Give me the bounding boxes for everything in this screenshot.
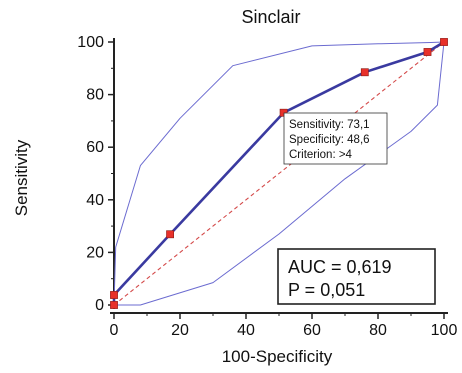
ci-lower-line	[114, 41, 445, 306]
x-tick-label: 20	[171, 322, 189, 339]
y-tick-label: 40	[86, 192, 104, 209]
y-tick-label: 20	[86, 244, 104, 261]
auc-value: AUC = 0,619	[288, 257, 392, 277]
x-tick-label: 100	[431, 322, 458, 339]
x-tick-label: 40	[237, 322, 255, 339]
roc-point-marker	[423, 48, 432, 56]
x-tick-label: 60	[303, 322, 321, 339]
y-tick-label: 0	[95, 297, 104, 314]
y-axis-label: Sensitivity	[12, 139, 31, 216]
x-tick-label: 0	[110, 322, 119, 339]
annotation-criterion: Criterion: >4	[289, 149, 353, 161]
y-tick-label: 80	[86, 87, 104, 104]
annotation-specificity: Specificity: 48,6	[289, 134, 370, 146]
x-axis-label: 100-Specificity	[222, 347, 333, 366]
annotation-sensitivity: Sensitivity: 73,1	[289, 119, 370, 131]
auc-stats-frame	[277, 248, 436, 305]
y-tick-label: 60	[86, 139, 104, 156]
roc-point-marker	[110, 291, 118, 299]
roc-point-marker	[360, 68, 369, 77]
roc-point-marker	[110, 301, 118, 309]
ci-upper-line	[113, 41, 445, 306]
criterion-annotation-box	[283, 112, 388, 165]
x-axis-ticks: 0 20 40 60 80 100	[110, 313, 458, 339]
diagonal-reference-line	[113, 41, 445, 306]
y-axis-ticks: 0 20 40 60 80 100	[77, 34, 114, 314]
roc-point-marker	[166, 230, 174, 239]
criterion-annotation: Sensitivity: 73,1 Specificity: 48,6 Crit…	[283, 112, 388, 165]
chart-title: Sinclair	[241, 7, 300, 27]
p-value: P = 0,051	[288, 280, 365, 300]
y-tick-label: 100	[77, 34, 104, 51]
roc-point-marker	[440, 38, 448, 46]
auc-stats-box: AUC = 0,619 P = 0,051	[277, 248, 436, 305]
x-tick-label: 80	[369, 322, 387, 339]
